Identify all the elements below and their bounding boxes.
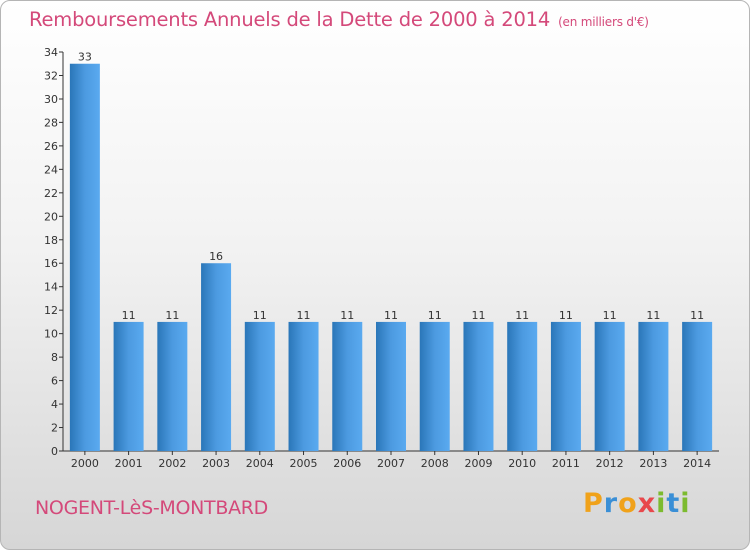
x-tick-label: 2000 [71, 457, 99, 470]
bar-2001 [113, 321, 144, 451]
x-tick-label: 2008 [421, 457, 449, 470]
bar-value-label: 11 [428, 309, 442, 322]
bar-value-label: 11 [690, 309, 704, 322]
y-tick-label: 10 [44, 328, 58, 341]
chart-bars [69, 63, 713, 452]
y-tick-label: 6 [51, 375, 58, 388]
bar-2005 [288, 321, 319, 451]
y-tick-label: 24 [44, 163, 58, 176]
bar-value-label: 11 [603, 309, 617, 322]
bar-2012 [594, 321, 625, 451]
bar-value-label: 11 [559, 309, 573, 322]
bar-value-label: 11 [471, 309, 485, 322]
y-tick-label: 16 [44, 257, 58, 270]
chart-title-text: Remboursements Annuels de la Dette de 20… [29, 8, 551, 31]
chart-title: Remboursements Annuels de la Dette de 20… [29, 8, 649, 31]
bar-2002 [157, 321, 188, 451]
bar-value-label: 16 [209, 250, 223, 263]
x-tick-label: 2006 [333, 457, 361, 470]
y-tick-label: 12 [44, 304, 58, 317]
bar-value-label: 11 [253, 309, 267, 322]
bar-value-label: 33 [78, 51, 92, 64]
y-tick-label: 20 [44, 210, 58, 223]
bar-2007 [376, 321, 406, 451]
bar-2011 [550, 321, 581, 451]
x-tick-label: 2005 [290, 457, 318, 470]
y-tick-label: 2 [51, 422, 58, 435]
x-tick-label: 2012 [596, 457, 624, 470]
chart-unit: (en milliers d'€) [558, 15, 649, 29]
x-tick-label: 2002 [158, 457, 186, 470]
bar-value-label: 11 [165, 309, 179, 322]
y-tick-label: 4 [51, 398, 58, 411]
chart-labels: 0246810121416182022242628303234200033200… [44, 46, 711, 470]
y-tick-label: 32 [44, 69, 58, 82]
bar-value-label: 11 [515, 309, 529, 322]
bar-2008 [419, 321, 450, 451]
y-tick-label: 8 [51, 351, 58, 364]
y-tick-label: 22 [44, 187, 58, 200]
bar-2004 [244, 321, 275, 451]
y-tick-label: 34 [44, 46, 58, 59]
x-tick-label: 2004 [246, 457, 274, 470]
x-tick-label: 2010 [508, 457, 536, 470]
bar-2009 [463, 321, 494, 451]
y-tick-label: 0 [51, 445, 58, 458]
y-tick-label: 14 [44, 281, 58, 294]
bar-2006 [332, 321, 363, 451]
bar-2003 [201, 263, 232, 451]
y-tick-label: 28 [44, 116, 58, 129]
proxiti-logo: Proxiti [583, 488, 691, 519]
y-tick-label: 18 [44, 234, 58, 247]
bar-2000 [69, 63, 100, 452]
bar-value-label: 11 [122, 309, 136, 322]
y-tick-label: 26 [44, 140, 58, 153]
x-tick-label: 2011 [552, 457, 580, 470]
x-tick-label: 2003 [202, 457, 230, 470]
place-name: NOGENT-LèS-MONTBARD [35, 497, 269, 519]
x-tick-label: 2014 [683, 457, 711, 470]
bar-value-label: 11 [646, 309, 660, 322]
x-tick-label: 2007 [377, 457, 405, 470]
x-tick-label: 2013 [639, 457, 667, 470]
bar-2014 [682, 321, 713, 451]
bar-value-label: 11 [297, 309, 311, 322]
x-tick-label: 2009 [464, 457, 492, 470]
x-tick-label: 2001 [115, 457, 143, 470]
bar-value-label: 11 [340, 309, 354, 322]
bar-value-label: 11 [384, 309, 398, 322]
bar-2013 [638, 321, 669, 451]
y-tick-label: 30 [44, 93, 58, 106]
bar-2010 [507, 321, 538, 451]
